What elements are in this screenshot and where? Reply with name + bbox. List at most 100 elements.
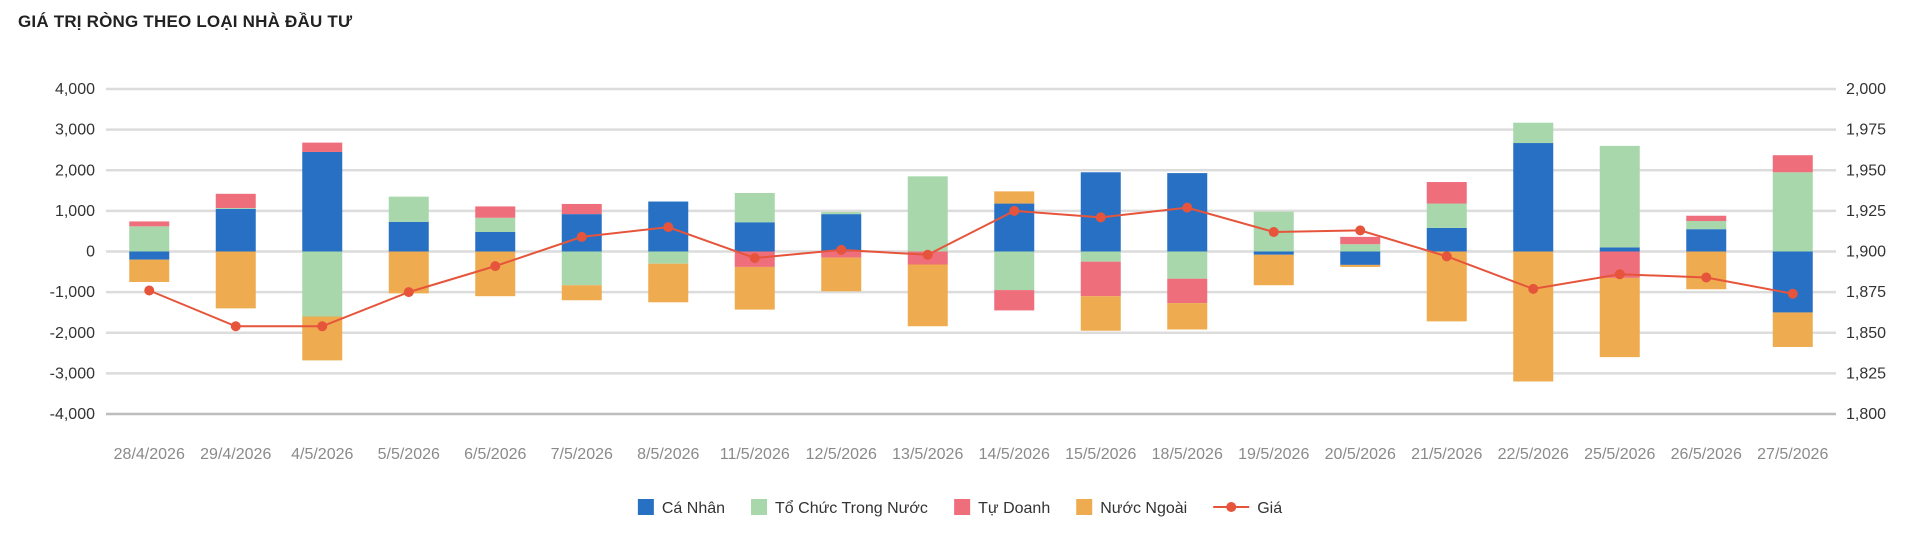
bar-segment — [1599, 145, 1640, 248]
bar-segment — [215, 251, 256, 309]
x-tick-label: 28/4/2026 — [114, 446, 185, 463]
bar-segment — [1513, 251, 1554, 382]
bar-segment — [994, 191, 1035, 204]
bar-segment — [994, 251, 1035, 291]
price-point — [922, 249, 933, 260]
bar-segment — [129, 259, 170, 282]
x-tick-label: 14/5/2026 — [979, 446, 1050, 463]
bar-segment — [994, 290, 1035, 311]
bar-segment — [561, 251, 602, 286]
y2-tick-label: 1,825 — [1846, 365, 1886, 382]
price-point — [1355, 225, 1366, 236]
bar-segment — [1340, 244, 1381, 252]
bar-segment — [1340, 264, 1381, 267]
legend-label: Cá Nhân — [662, 500, 725, 517]
legend-label: Nước Ngoài — [1100, 500, 1187, 517]
bar-segment — [1686, 215, 1727, 222]
price-point — [144, 285, 155, 296]
bar-segment — [302, 251, 343, 317]
legend-label: Tự Doanh — [978, 500, 1050, 517]
x-tick-label: 26/5/2026 — [1671, 446, 1742, 463]
price-point — [749, 253, 760, 263]
bar-segment — [1426, 251, 1467, 322]
bar-segment — [302, 142, 343, 152]
price-point — [1095, 212, 1106, 223]
bar-segment — [1080, 251, 1121, 262]
bar-segment — [1686, 221, 1727, 230]
bar-segment — [129, 226, 170, 252]
bar-segment — [1426, 227, 1467, 252]
bar-segment — [475, 251, 516, 297]
bar-segment — [1772, 251, 1813, 313]
bar-segment — [907, 264, 948, 327]
bar-segment — [821, 212, 862, 215]
bar-segment — [1167, 303, 1208, 330]
bar-segment — [129, 251, 170, 260]
bar-segment — [302, 151, 343, 252]
y-tick-label: 1,000 — [55, 203, 95, 220]
bar-segment — [215, 208, 256, 209]
x-axis: 28/4/2026 29/4/2026 4/5/2026 5/5/2026 6/5/20… — [114, 446, 1829, 463]
y2-tick-label: 1,950 — [1846, 162, 1886, 179]
price-point — [836, 244, 847, 255]
price-point — [1268, 227, 1279, 237]
x-tick-label: 15/5/2026 — [1065, 446, 1136, 463]
bar-segment — [129, 221, 170, 227]
bar-segment — [1772, 312, 1813, 347]
bar-segment — [1167, 251, 1208, 279]
y-tick-label: 0 — [86, 244, 95, 261]
bar-segment — [734, 193, 775, 223]
price-point — [576, 231, 587, 242]
bar-segment — [1513, 122, 1554, 144]
y-tick-label: 2,000 — [55, 162, 95, 179]
legend-swatch — [637, 499, 654, 515]
legend-item[interactable]: Tự Doanh — [954, 499, 1050, 517]
bar-segment — [1340, 236, 1381, 245]
y2-tick-label: 1,975 — [1846, 122, 1886, 139]
x-tick-label: 18/5/2026 — [1152, 446, 1223, 463]
x-tick-label: 13/5/2026 — [892, 446, 963, 463]
legend-item[interactable]: Tổ Chức Trong Nước — [751, 499, 928, 517]
legend-item[interactable]: Nước Ngoài — [1076, 499, 1187, 517]
bar-segment — [734, 266, 775, 310]
price-point — [1701, 272, 1712, 283]
legend-swatch — [954, 499, 971, 515]
bar-segment — [475, 217, 516, 232]
y2-tick-label: 2,000 — [1846, 81, 1886, 98]
x-tick-label: 20/5/2026 — [1325, 446, 1396, 463]
price-line-series — [144, 202, 1798, 332]
y2-tick-label: 1,875 — [1846, 284, 1886, 301]
price-point — [1182, 202, 1193, 213]
price-point — [1009, 205, 1020, 216]
legend-point-marker — [1226, 502, 1237, 512]
bar-segment — [821, 257, 862, 292]
price-point — [1528, 283, 1539, 294]
x-tick-label: 5/5/2026 — [378, 446, 440, 463]
legend-swatch — [1076, 499, 1093, 515]
y-tick-label: -1,000 — [50, 284, 95, 301]
y2-tick-label: 1,925 — [1846, 203, 1886, 220]
bar-segment — [1426, 182, 1467, 204]
price-point — [1787, 288, 1798, 299]
price-line — [148, 206, 1793, 328]
x-tick-label: 12/5/2026 — [806, 446, 877, 463]
bar-segment — [1167, 278, 1208, 304]
bar-segment — [1513, 143, 1554, 252]
price-point — [317, 321, 328, 332]
legend: Cá Nhân Tổ Chức Trong Nước Tự Doanh Nước Ng… — [637, 499, 1282, 517]
bar-segment — [1599, 247, 1640, 252]
price-point — [663, 222, 674, 233]
bar-segment — [1686, 251, 1727, 290]
legend-item[interactable]: Cá Nhân — [637, 499, 725, 517]
legend-item[interactable]: Giá — [1213, 500, 1282, 517]
y-tick-label: -3,000 — [50, 365, 95, 382]
price-point — [1441, 251, 1452, 262]
bar-segment — [1686, 229, 1727, 252]
legend-label: Giá — [1257, 500, 1282, 517]
x-tick-label: 29/4/2026 — [200, 446, 271, 463]
right-y-axis: 1,800 1,825 1,850 1,875 1,900 1,925 1,950 1,975… — [1846, 81, 1886, 423]
y-tick-label: 3,000 — [55, 122, 95, 139]
bar-segment — [561, 285, 602, 301]
bar-segment — [1253, 254, 1294, 286]
